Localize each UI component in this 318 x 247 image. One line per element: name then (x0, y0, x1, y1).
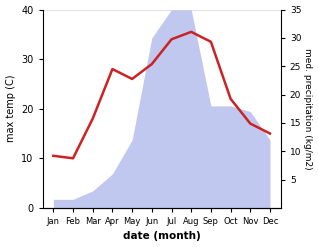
Y-axis label: max temp (C): max temp (C) (5, 75, 16, 143)
X-axis label: date (month): date (month) (123, 231, 201, 242)
Y-axis label: med. precipitation (kg/m2): med. precipitation (kg/m2) (303, 48, 313, 169)
